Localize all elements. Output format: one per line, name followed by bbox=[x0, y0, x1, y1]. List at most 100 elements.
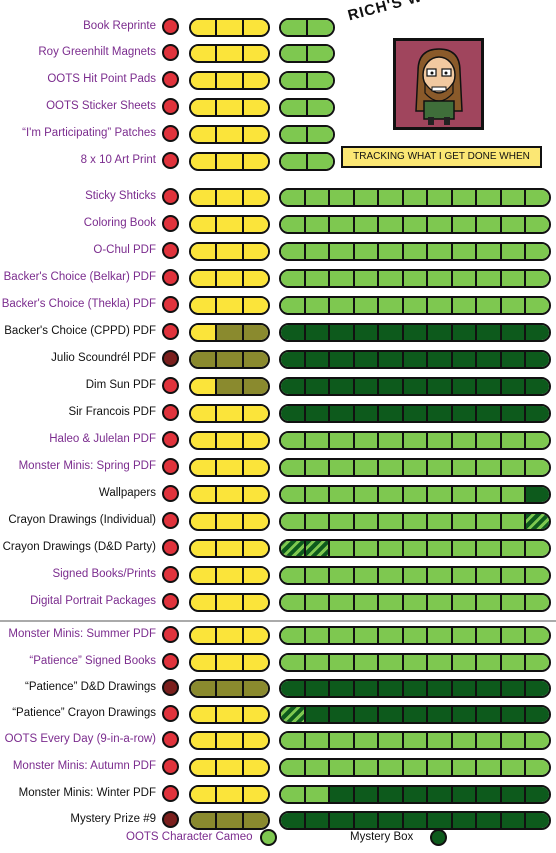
progress-segment bbox=[477, 190, 502, 205]
progress-segment bbox=[501, 298, 527, 313]
progress-segment bbox=[330, 568, 355, 583]
reward-label: Monster Minis: Winter PDF bbox=[18, 787, 156, 799]
progress-segment bbox=[330, 271, 355, 286]
stage-segment bbox=[243, 681, 268, 696]
status-dot bbox=[162, 626, 179, 643]
stage-segment bbox=[217, 813, 244, 828]
progress-segment bbox=[403, 760, 429, 775]
progress-segment bbox=[526, 681, 549, 696]
progress-segment bbox=[428, 707, 453, 722]
progress-segment bbox=[403, 595, 429, 610]
progress-segment bbox=[403, 707, 429, 722]
stage-segment bbox=[217, 514, 244, 529]
progress-segment bbox=[330, 190, 355, 205]
progress-segment bbox=[428, 813, 453, 828]
stage-segment bbox=[191, 628, 218, 643]
stage-bar bbox=[189, 98, 270, 117]
progress-segment bbox=[428, 190, 453, 205]
progress-segment bbox=[330, 628, 355, 643]
progress-segment bbox=[379, 298, 404, 313]
progress-segment bbox=[501, 487, 527, 502]
progress-segment bbox=[477, 733, 502, 748]
stage-segment bbox=[243, 707, 268, 722]
progress-segment bbox=[281, 541, 306, 556]
stage-segment bbox=[217, 460, 244, 475]
stage-bar bbox=[189, 811, 270, 830]
progress-segment bbox=[403, 352, 429, 367]
stage-segment bbox=[191, 433, 218, 448]
stage-segment bbox=[191, 73, 218, 88]
stage-segment bbox=[191, 595, 218, 610]
status-dot bbox=[162, 731, 179, 748]
progress-segment bbox=[403, 271, 429, 286]
stage-segment bbox=[243, 628, 268, 643]
progress-segment bbox=[477, 271, 502, 286]
reward-row: Coloring Book bbox=[0, 214, 556, 236]
progress-segment bbox=[305, 406, 331, 421]
progress-segment bbox=[281, 154, 308, 169]
progress-segment bbox=[379, 325, 404, 340]
progress-segment bbox=[281, 433, 306, 448]
stage-segment bbox=[191, 460, 218, 475]
progress-segment bbox=[403, 325, 429, 340]
progress-segment bbox=[526, 541, 549, 556]
stage-segment bbox=[243, 655, 268, 670]
progress-bar bbox=[279, 98, 335, 117]
progress-segment bbox=[428, 595, 453, 610]
progress-segment bbox=[526, 655, 549, 670]
progress-segment bbox=[305, 568, 331, 583]
stage-segment bbox=[243, 760, 268, 775]
reward-label: Coloring Book bbox=[83, 217, 156, 229]
stage-segment bbox=[243, 154, 268, 169]
progress-segment bbox=[354, 595, 380, 610]
progress-segment bbox=[428, 460, 453, 475]
stage-segment bbox=[191, 406, 218, 421]
progress-segment bbox=[281, 298, 306, 313]
progress-bar bbox=[279, 18, 335, 37]
progress-segment bbox=[281, 595, 306, 610]
progress-segment bbox=[477, 325, 502, 340]
stage-segment bbox=[191, 787, 218, 802]
stage-segment bbox=[217, 325, 244, 340]
status-dot bbox=[162, 350, 179, 367]
reward-row: Julio Scoundrél PDF bbox=[0, 349, 556, 371]
stage-segment bbox=[243, 733, 268, 748]
progress-segment bbox=[354, 379, 380, 394]
rich-portrait bbox=[393, 38, 484, 130]
stage-bar bbox=[189, 758, 270, 777]
progress-segment bbox=[281, 271, 306, 286]
progress-segment bbox=[354, 217, 380, 232]
reward-label: OOTS Every Day (9-in-a-row) bbox=[4, 733, 156, 745]
progress-segment bbox=[379, 352, 404, 367]
progress-bar bbox=[279, 188, 551, 207]
progress-segment bbox=[526, 217, 549, 232]
progress-segment bbox=[281, 406, 306, 421]
progress-segment bbox=[501, 352, 527, 367]
stage-segment bbox=[191, 20, 218, 35]
status-dot bbox=[162, 44, 179, 61]
progress-segment bbox=[477, 681, 502, 696]
progress-segment bbox=[330, 433, 355, 448]
progress-segment bbox=[281, 244, 306, 259]
progress-segment bbox=[281, 514, 306, 529]
stage-segment bbox=[243, 46, 268, 61]
progress-segment bbox=[379, 733, 404, 748]
stage-segment bbox=[243, 271, 268, 286]
progress-segment bbox=[330, 787, 355, 802]
progress-segment bbox=[526, 379, 549, 394]
progress-segment bbox=[501, 271, 527, 286]
stage-segment bbox=[217, 244, 244, 259]
stage-bar bbox=[189, 44, 270, 63]
progress-segment bbox=[308, 20, 333, 35]
progress-segment bbox=[281, 73, 308, 88]
progress-segment bbox=[452, 190, 478, 205]
progress-segment bbox=[452, 541, 478, 556]
progress-segment bbox=[330, 541, 355, 556]
status-dot bbox=[162, 593, 179, 610]
progress-segment bbox=[281, 813, 306, 828]
stage-bar bbox=[189, 269, 270, 288]
reward-row: 8 x 10 Art Print bbox=[0, 151, 556, 173]
stage-segment bbox=[217, 100, 244, 115]
stage-segment bbox=[217, 433, 244, 448]
progress-segment bbox=[305, 595, 331, 610]
